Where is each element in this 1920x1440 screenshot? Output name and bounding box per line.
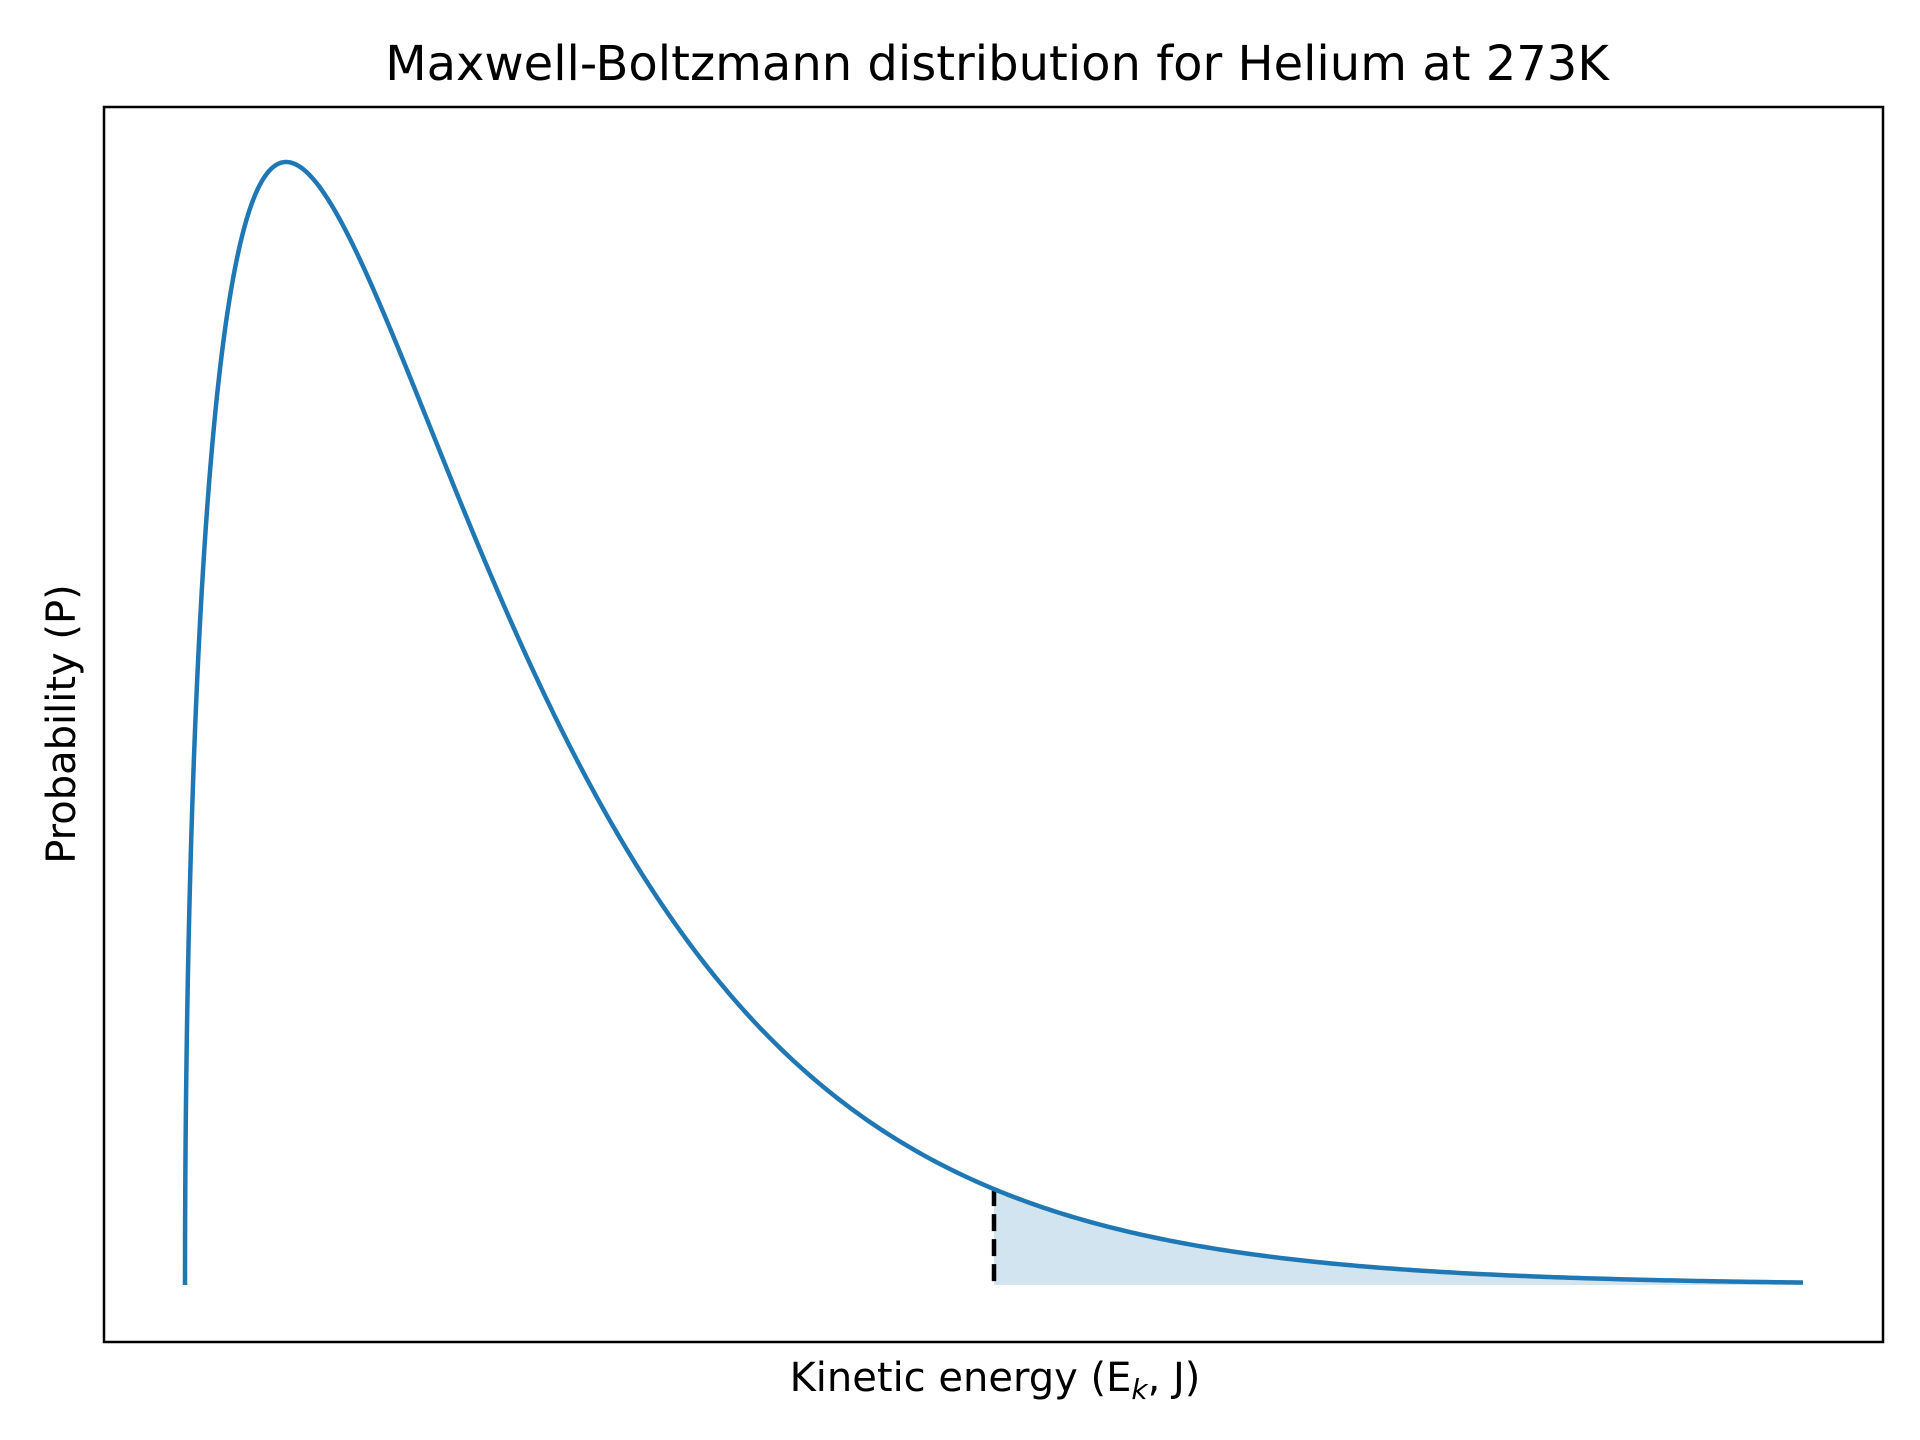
y-axis-label: Probability (P) [39, 584, 85, 864]
plot-area [182, 159, 1804, 1285]
distribution-curve [182, 159, 1804, 1285]
x-axis-label-main: Kinetic energy (E [790, 1355, 1132, 1401]
x-axis-label-subscript: k [1131, 1373, 1149, 1406]
shaded-tail-area [994, 1189, 1803, 1285]
x-axis-label-tail: , J) [1148, 1355, 1201, 1401]
x-axis-label: Kinetic energy (Ek, J) [790, 1355, 1201, 1406]
chart-title: Maxwell-Boltzmann distribution for Heliu… [385, 36, 1610, 92]
plot-frame [102, 105, 1885, 1344]
